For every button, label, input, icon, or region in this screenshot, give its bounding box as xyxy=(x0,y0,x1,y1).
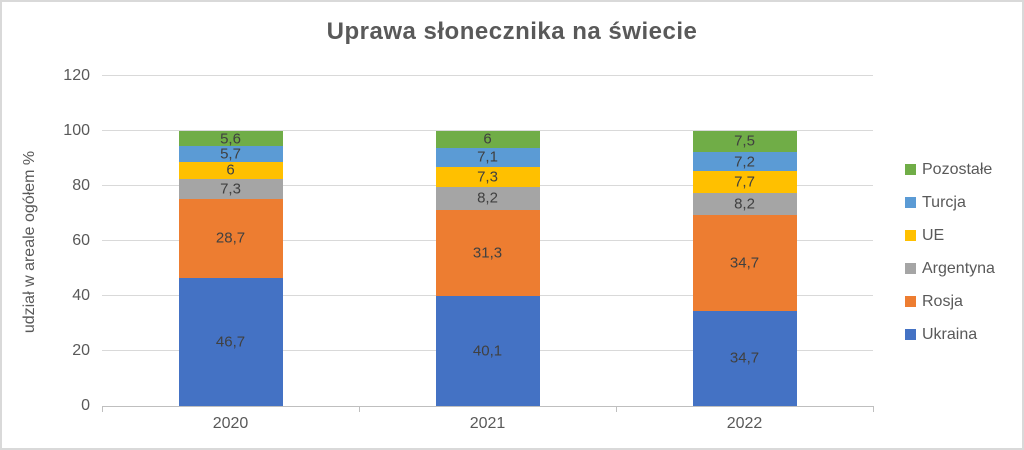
x-category-label-2021: 2021 xyxy=(469,415,506,432)
segment-label-pozostałe-2022: 7,5 xyxy=(734,132,755,150)
legend-label-ue: UE xyxy=(922,226,945,244)
x-axis-tick xyxy=(616,406,617,412)
plot-area: 46,7 28,7 7,3 6 5,7 5,6 40,1 31,3 8,2 7,3 7,1 6 34,7… xyxy=(102,75,874,412)
legend-item-rosja: Rosja xyxy=(905,292,995,311)
segment-pozostałe-2021: 6 xyxy=(435,130,540,148)
segment-label-ukraina-2022: 34,7 xyxy=(729,349,760,367)
legend-label-turcja: Turcja xyxy=(922,193,966,211)
legend-swatch-ukraina xyxy=(905,329,916,340)
segment-pozostałe-2022: 7,5 xyxy=(692,131,797,152)
segment-label-ue-2021: 7,3 xyxy=(477,168,498,186)
legend-label-rosja: Rosja xyxy=(922,292,963,310)
segment-argentyna-2022: 8,2 xyxy=(692,192,797,216)
legend-item-ue: UE xyxy=(905,226,995,245)
legend-swatch-pozostałe xyxy=(905,164,916,175)
segment-label-ukraina-2021: 40,1 xyxy=(472,342,503,360)
segment-label-ukraina-2020: 46,7 xyxy=(215,333,246,351)
segment-argentyna-2020: 7,3 xyxy=(178,178,283,199)
y-tick-label-100: 100 xyxy=(63,122,90,139)
segment-ukraina-2020: 46,7 xyxy=(178,277,283,406)
y-tick-label-80: 80 xyxy=(72,177,90,194)
legend-item-turcja: Turcja xyxy=(905,193,995,212)
segment-rosja-2020: 28,7 xyxy=(178,198,283,278)
segment-label-rosja-2020: 28,7 xyxy=(215,229,246,247)
legend-swatch-turcja xyxy=(905,197,916,208)
bar-2022: 34,7 34,7 8,2 7,7 7,2 7,5 xyxy=(692,131,797,406)
legend-label-ukraina: Ukraina xyxy=(922,325,978,343)
x-axis-tick xyxy=(873,406,874,412)
x-category-label-2020: 2020 xyxy=(212,415,249,432)
gridline-120 xyxy=(102,75,873,76)
segment-ue-2020: 6 xyxy=(178,161,283,179)
y-tick-label-40: 40 xyxy=(72,287,90,304)
segment-rosja-2021: 31,3 xyxy=(435,209,540,296)
segment-label-ue-2020: 6 xyxy=(226,161,235,179)
segment-ue-2022: 7,7 xyxy=(692,171,797,193)
y-tick-label-0: 0 xyxy=(81,397,90,414)
x-axis-tick xyxy=(102,406,103,412)
segment-label-argentyna-2020: 7,3 xyxy=(220,180,241,198)
bar-2021: 40,1 31,3 8,2 7,3 7,1 6 xyxy=(435,130,540,406)
y-tick-label-60: 60 xyxy=(72,232,90,249)
segment-ue-2021: 7,3 xyxy=(435,167,540,188)
x-axis-line xyxy=(102,406,873,407)
segment-ukraina-2022: 34,7 xyxy=(692,310,797,406)
segment-label-rosja-2022: 34,7 xyxy=(729,254,760,272)
legend-label-argentyna: Argentyna xyxy=(922,259,995,277)
segment-label-turcja-2022: 7,2 xyxy=(734,153,755,171)
segment-turcja-2022: 7,2 xyxy=(692,151,797,172)
segment-label-ue-2022: 7,7 xyxy=(734,173,755,191)
gridline-100 xyxy=(102,130,873,131)
legend-swatch-rosja xyxy=(905,296,916,307)
segment-label-argentyna-2022: 8,2 xyxy=(734,195,755,213)
y-tick-label-20: 20 xyxy=(72,342,90,359)
segment-label-turcja-2020: 5,7 xyxy=(220,145,241,163)
segment-argentyna-2021: 8,2 xyxy=(435,187,540,210)
y-tick-label-120: 120 xyxy=(63,67,90,84)
chart-title: Uprawa słonecznika na świecie xyxy=(326,18,698,45)
segment-label-pozostałe-2020: 5,6 xyxy=(220,130,241,148)
legend-item-pozostałe: Pozostałe xyxy=(905,160,995,179)
segment-turcja-2020: 5,7 xyxy=(178,145,283,163)
legend-swatch-argentyna xyxy=(905,263,916,274)
segment-label-pozostałe-2021: 6 xyxy=(483,130,492,148)
legend-swatch-ue xyxy=(905,230,916,241)
segment-rosja-2022: 34,7 xyxy=(692,215,797,311)
y-axis-title: udział w areale ogółem % xyxy=(21,150,38,334)
segment-label-argentyna-2021: 8,2 xyxy=(477,189,498,207)
segment-ukraina-2021: 40,1 xyxy=(435,295,540,406)
segment-label-rosja-2021: 31,3 xyxy=(472,244,503,262)
segment-turcja-2021: 7,1 xyxy=(435,147,540,168)
segment-pozostałe-2020: 5,6 xyxy=(178,130,283,148)
legend-item-ukraina: Ukraina xyxy=(905,325,995,344)
x-axis-tick xyxy=(359,406,360,412)
segment-label-turcja-2021: 7,1 xyxy=(477,148,498,166)
legend: Pozostałe Turcja UE Argentyna Rosja Ukraina xyxy=(905,160,995,344)
legend-item-argentyna: Argentyna xyxy=(905,259,995,278)
x-category-label-2022: 2022 xyxy=(726,415,763,432)
legend-label-pozostałe: Pozostałe xyxy=(922,160,993,178)
bar-2020: 46,7 28,7 7,3 6 5,7 5,6 xyxy=(178,130,283,406)
